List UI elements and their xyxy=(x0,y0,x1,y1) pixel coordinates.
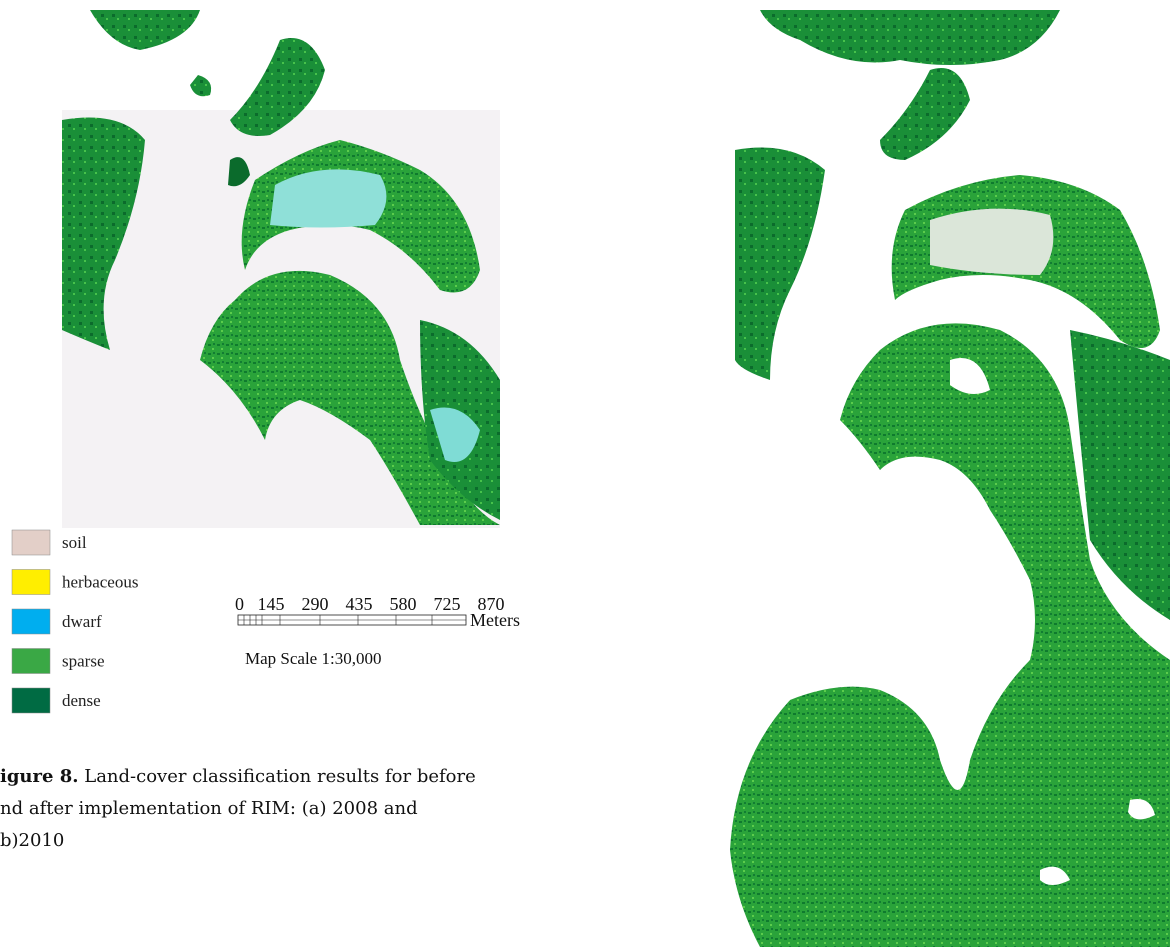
caption-line: b)2010 xyxy=(0,830,64,851)
legend-swatch xyxy=(12,609,50,634)
scale-caption: Map Scale 1:30,000 xyxy=(245,649,381,668)
caption-text: Land-cover classification results for be… xyxy=(84,766,476,787)
scale-tick-label: 0 xyxy=(235,594,244,614)
map-b xyxy=(730,10,1170,947)
scale-tick-label: 725 xyxy=(434,594,461,614)
caption-label: igure 8. xyxy=(0,766,79,787)
legend-label: herbaceous xyxy=(62,573,138,592)
legend-label: soil xyxy=(62,533,87,552)
legend-swatch xyxy=(12,530,50,555)
scale-tick-label: 290 xyxy=(302,594,329,614)
scale-tick-label: 580 xyxy=(390,594,417,614)
legend-label: sparse xyxy=(62,652,104,671)
map-a xyxy=(62,10,500,528)
scale-tick-label: 145 xyxy=(258,594,285,614)
legend: soil herbaceous dwarf sparse dense xyxy=(12,530,138,713)
legend-swatch xyxy=(12,649,50,674)
caption-line: nd after implementation of RIM: (a) 2008… xyxy=(0,798,418,819)
legend-swatch xyxy=(12,688,50,713)
scale-tick-label: 435 xyxy=(346,594,373,614)
legend-swatch xyxy=(12,570,50,595)
caption-line: igure 8. Land-cover classification resul… xyxy=(0,766,476,787)
legend-label: dense xyxy=(62,691,101,710)
page: soil herbaceous dwarf sparse dense 0 145 290 43… xyxy=(0,0,1170,947)
scale-unit: Meters xyxy=(470,610,520,630)
legend-label: dwarf xyxy=(62,612,102,631)
